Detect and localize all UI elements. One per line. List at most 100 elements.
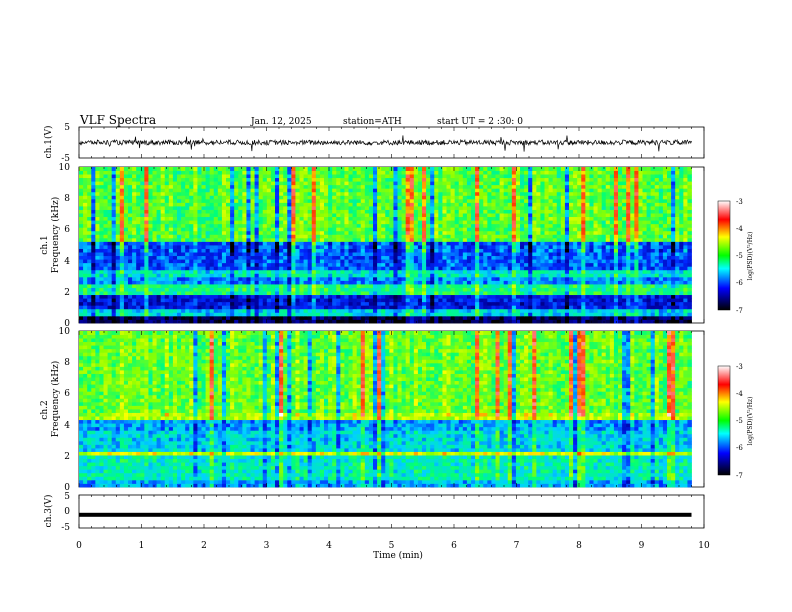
spectrogram-cell [454,312,460,317]
spectrogram-cell [413,269,419,274]
spectrogram-cell [262,280,268,285]
spectrogram-cell [515,213,521,218]
spectrogram-cell [230,216,235,221]
spectrogram-cell [107,291,113,296]
spectrogram-cell [107,255,113,260]
spectrogram-cell [434,223,439,228]
spectrogram-cell [295,305,300,310]
spectrogram-cell [650,220,656,225]
spectrogram-cell [283,255,288,260]
spectrogram-cell [279,276,284,281]
spectrogram-cell [181,234,186,239]
spectrogram-cell [458,319,464,324]
spectrogram-cell [475,273,480,278]
spectrogram-cell [197,266,202,271]
spectrogram-cell [119,237,125,242]
spectrogram-cell [221,252,227,257]
spectrogram-cell [217,255,223,260]
spectrogram-cell [111,259,117,264]
spectrogram-cell [401,298,407,303]
spectrogram-cell [123,280,129,285]
spectrogram-cell [528,312,533,317]
spectrogram-cell [426,252,431,257]
spectrogram-cell [560,230,566,235]
spectrogram-cell [409,266,415,271]
spectrogram-cell [373,206,378,210]
spectrogram-cell [356,220,362,225]
spectrogram-cell [111,216,117,221]
spectrogram-cell [662,259,668,264]
spectrogram-cell [471,298,476,303]
spectrogram-cell [593,269,598,274]
spectrogram-cell [266,262,272,267]
spectrogram-cell [597,319,603,324]
spectrogram-cell [360,273,366,278]
spectrogram-cell [352,248,358,253]
spectrogram-cell [475,248,480,253]
spectrogram-cell [275,255,280,260]
spectrogram-cell [291,206,296,210]
spectrogram-cell [123,230,129,235]
spectrogram-cell [515,294,521,299]
spectrogram-cell [156,319,162,324]
spectrogram-cell [352,252,358,257]
spectrogram-cell [491,209,496,214]
spectrogram-cell [87,237,92,242]
spectrogram-cell [136,287,141,292]
spectrogram-cell [275,308,280,313]
spectrogram-cell [646,284,652,288]
spectrogram-cell [128,213,133,218]
spectrogram-cell [209,312,215,317]
spectrogram-cell [675,276,680,281]
spectrogram-cell [377,273,382,278]
spectrogram-cell [581,319,586,324]
spectrogram-cell [422,276,427,281]
spectrogram-cell [626,234,631,239]
spectrogram-cell [646,223,652,228]
spectrogram-cell [156,252,162,257]
spectrogram-cell [589,241,594,246]
spectrogram-cell [107,294,113,299]
spectrogram-cell [487,319,492,324]
spectrogram-cell [654,287,660,292]
spectrogram-cell [413,262,419,267]
spectrogram-cell [458,315,464,320]
spectrogram-cell [634,291,639,296]
spectrogram-cell [462,245,468,249]
spectrogram-cell [360,248,366,253]
spectrogram-cell [454,220,460,225]
spectrogram-cell [581,252,586,257]
spectrogram-cell [556,234,562,239]
spectrogram-cell [307,298,313,303]
spectrogram-cell [242,227,247,232]
spectrogram-cell [168,216,174,221]
spectrogram-cell [422,294,427,299]
spectrogram-cell [687,315,692,320]
spectrogram-cell [221,223,227,228]
spectrogram-cell [336,252,341,257]
spectrogram-cell [495,301,500,306]
spectrogram-cell [381,280,386,285]
spectrogram-cell [442,252,447,257]
spectrogram-cell [569,252,574,257]
spectrogram-cell [634,308,639,313]
spectrogram-cell [144,312,149,317]
spectrogram-cell [548,230,554,235]
spectrogram-cell [601,280,607,285]
spectrogram-cell [487,237,492,242]
spectrogram-cell [123,266,129,271]
spectrogram-cell [450,209,456,214]
spectrogram-cell [230,259,235,264]
spectrogram-cell [483,220,488,225]
spectrogram-cell [687,209,692,214]
spectrogram-cell [458,280,464,285]
spectrogram-cell [311,255,317,260]
spectrogram-cell [618,315,623,320]
spectrogram-cell [270,248,276,253]
spectrogram-cell [536,294,541,299]
spectrogram-cell [658,252,664,257]
station-label: station=ATH [343,117,402,127]
spectrogram-cell [144,245,149,249]
spectrogram-cell [507,255,513,260]
spectrogram-cell [381,284,386,288]
